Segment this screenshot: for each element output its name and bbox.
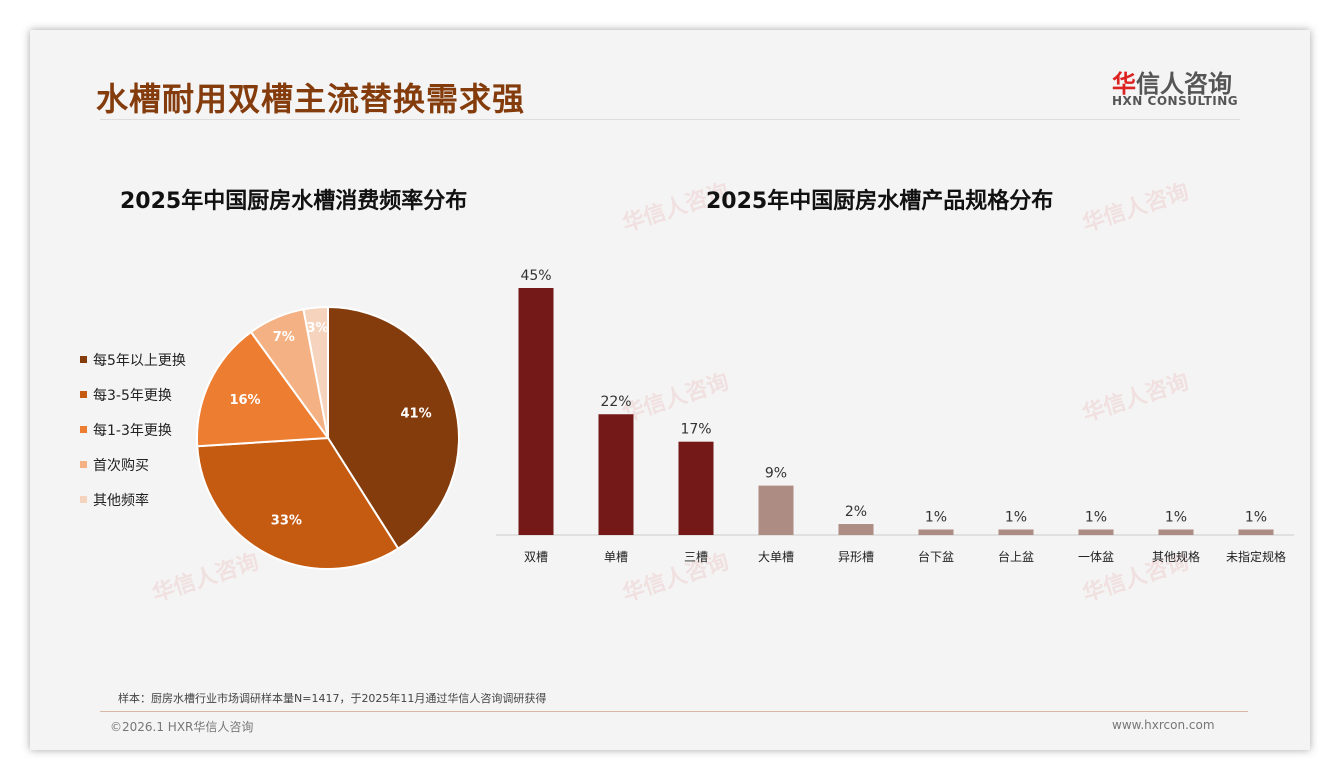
legend-item: 首次购买 xyxy=(80,447,186,482)
logo-text: HXN CONSULTING xyxy=(1112,94,1239,108)
x-tick-label: 其他规格 xyxy=(1152,549,1200,564)
legend-label: 每1-3年更换 xyxy=(93,422,172,439)
bar-data-label: 2% xyxy=(845,504,867,520)
sample-note: 样本：厨房水槽行业市场调研样本量N=1417，于2025年11月通过华信人咨询调… xyxy=(118,692,547,705)
x-tick-label: 三槽 xyxy=(684,550,708,564)
legend-item: 每5年以上更换 xyxy=(80,342,186,377)
pie-legend: 每5年以上更换 每3-5年更换 每1-3年更换 首次购买其他频率 xyxy=(80,342,186,517)
bar xyxy=(1238,529,1274,535)
bar xyxy=(918,529,954,535)
footer-divider xyxy=(100,711,1248,712)
divider xyxy=(100,119,1240,120)
x-tick-label: 台上盆 xyxy=(998,549,1034,564)
bar-data-label: 1% xyxy=(1005,510,1027,526)
x-tick-label: 单槽 xyxy=(604,550,628,564)
bar xyxy=(1158,529,1194,535)
x-tick-label: 一体盆 xyxy=(1078,550,1114,564)
copyright: ©2026.1 HXR华信人咨询 xyxy=(110,720,254,734)
bar-data-label: 45% xyxy=(520,268,551,284)
legend-label: 其他频率 xyxy=(93,492,149,509)
bar xyxy=(678,441,714,535)
x-tick-label: 大单槽 xyxy=(758,550,794,564)
pie-slice xyxy=(302,305,329,439)
legend-swatch xyxy=(80,391,87,398)
page-title: 水槽耐用双槽主流替换需求强 xyxy=(96,80,526,118)
legend-item: 每1-3年更换 xyxy=(80,412,186,447)
legend-swatch xyxy=(80,426,87,433)
pie-data-label: 3% xyxy=(306,321,328,336)
slide: 华信人咨询 华信人咨询 华信人咨询 华信人咨询 华信人咨询 华信人咨询 华信人咨… xyxy=(30,30,1310,750)
pie-slice xyxy=(196,436,400,570)
bar-data-label: 17% xyxy=(680,422,711,438)
pie-data-label: 33% xyxy=(271,514,302,529)
legend-label: 每3-5年更换 xyxy=(93,387,172,404)
bar xyxy=(998,529,1034,535)
bar-data-label: 1% xyxy=(1085,510,1107,526)
bar xyxy=(1078,529,1114,535)
bar xyxy=(518,288,554,535)
x-tick-label: 台下盆 xyxy=(918,549,954,564)
bar-chart-title: 2025年中国厨房水槽产品规格分布 xyxy=(706,189,1054,214)
x-tick-label: 异形槽 xyxy=(838,550,874,564)
bar xyxy=(598,414,634,535)
website-url: www.hxrcon.com xyxy=(1112,718,1215,732)
pie-data-label: 16% xyxy=(229,393,260,408)
legend-label: 首次购买 xyxy=(93,457,149,474)
pie-data-label: 41% xyxy=(400,406,431,421)
bar-data-label: 1% xyxy=(1245,510,1267,526)
bar xyxy=(838,524,874,535)
bar-data-label: 1% xyxy=(925,510,947,526)
bar-data-label: 22% xyxy=(600,394,631,410)
legend-label: 每5年以上更换 xyxy=(93,352,186,369)
charts-svg: 41% 33% 16% 7% 3% 45% 双槽 22% 单槽 17% 三槽 9% 大单槽 2% 异形槽 1%… xyxy=(196,268,1294,570)
bar xyxy=(758,485,794,535)
legend-swatch xyxy=(80,496,87,503)
logo: 华信人咨询 xyxy=(1112,70,1232,98)
legend-swatch xyxy=(80,461,87,468)
x-tick-label: 未指定规格 xyxy=(1226,549,1286,564)
legend-swatch xyxy=(80,356,87,363)
legend-item: 其他频率 xyxy=(80,482,186,517)
x-tick-label: 双槽 xyxy=(524,550,548,564)
bar-data-label: 1% xyxy=(1165,510,1187,526)
pie-slice xyxy=(196,330,330,448)
legend-item: 每3-5年更换 xyxy=(80,377,186,412)
pie-data-label: 7% xyxy=(273,330,295,345)
pie-chart-title: 2025年中国厨房水槽消费频率分布 xyxy=(120,189,468,214)
bar-data-label: 9% xyxy=(765,466,787,482)
